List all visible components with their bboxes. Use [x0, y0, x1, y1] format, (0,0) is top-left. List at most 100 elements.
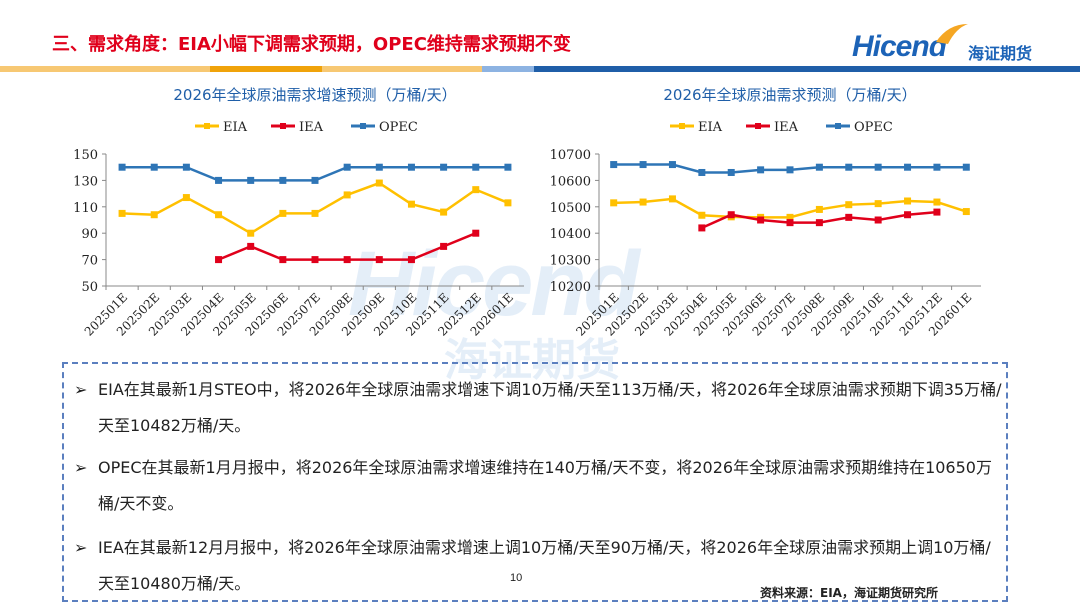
legend-marker	[679, 123, 685, 129]
header-band-yellow-left	[0, 66, 210, 72]
data-point-eia	[407, 200, 415, 208]
arrow-bullet-icon: ➢	[74, 380, 88, 399]
data-point-opec	[504, 163, 512, 171]
data-point-iea	[440, 242, 448, 250]
note-item-iea: ➢ IEA在其最新12月月报中，将2026年全球原油需求增速上调10万桶/天至9…	[74, 530, 1004, 602]
data-point-eia	[639, 198, 647, 206]
data-point-iea	[407, 256, 415, 264]
data-point-eia	[504, 199, 512, 207]
data-point-opec	[311, 176, 319, 184]
data-point-opec	[815, 163, 823, 171]
data-point-opec	[375, 163, 383, 171]
data-point-opec	[962, 163, 970, 171]
legend-label: IEA	[299, 120, 324, 135]
header-band-lightblue	[482, 66, 534, 72]
data-point-iea	[279, 256, 287, 264]
data-point-iea	[874, 216, 882, 224]
data-point-iea	[757, 216, 765, 224]
legend-label: OPEC	[854, 120, 893, 135]
chart-title: 2026年全球原油需求预测（万桶/天）	[663, 86, 916, 104]
y-tick-label: 10500	[550, 201, 591, 216]
data-point-opec	[247, 176, 255, 184]
source-note: 资料来源：EIA，海证期货研究所	[760, 586, 938, 600]
legend-marker	[835, 123, 841, 129]
data-point-eia	[247, 229, 255, 237]
note-text: IEA在其最新12月月报中，将2026年全球原油需求增速上调10万桶/天至90万…	[98, 538, 991, 593]
note-item-opec: ➢ OPEC在其最新1月月报中，将2026年全球原油需求增速维持在140万桶/天…	[74, 450, 1004, 522]
data-point-opec	[182, 163, 190, 171]
data-point-opec	[118, 163, 126, 171]
note-item-eia: ➢ EIA在其最新1月STEO中，将2026年全球原油需求增速下调10万桶/天至…	[74, 372, 1004, 444]
data-point-eia	[279, 209, 287, 217]
legend-marker	[280, 123, 286, 129]
legend-label: EIA	[698, 120, 723, 135]
y-tick-label: 10200	[550, 280, 591, 295]
logo-swoosh-icon	[936, 24, 968, 44]
note-text: OPEC在其最新1月月报中，将2026年全球原油需求增速维持在140万桶/天不变…	[98, 458, 992, 513]
data-point-eia	[118, 209, 126, 217]
data-point-eia	[343, 191, 351, 199]
data-point-opec	[279, 176, 287, 184]
data-point-opec	[757, 166, 765, 174]
data-point-eia	[786, 213, 794, 221]
data-point-eia	[904, 197, 912, 205]
y-tick-label: 110	[73, 201, 98, 216]
data-point-opec	[215, 176, 223, 184]
data-point-opec	[904, 163, 912, 171]
data-point-opec	[668, 161, 676, 169]
legend-label: OPEC	[379, 120, 418, 135]
data-point-opec	[407, 163, 415, 171]
data-point-iea	[698, 224, 706, 232]
y-tick-label: 150	[73, 148, 98, 163]
legend-label: EIA	[223, 120, 248, 135]
data-point-opec	[786, 166, 794, 174]
y-tick-label: 90	[81, 227, 98, 242]
data-point-opec	[933, 163, 941, 171]
notes-box: ➢ EIA在其最新1月STEO中，将2026年全球原油需求增速下调10万桶/天至…	[62, 362, 1008, 602]
data-point-eia	[962, 208, 970, 216]
page-number: 10	[510, 572, 523, 584]
series-line-eia	[122, 181, 509, 235]
data-point-eia	[440, 208, 448, 216]
note-text: EIA在其最新1月STEO中，将2026年全球原油需求增速下调10万桶/天至11…	[98, 380, 1002, 435]
series-line-iea	[218, 232, 477, 261]
data-point-eia	[698, 211, 706, 219]
y-tick-label: 70	[81, 254, 98, 269]
data-point-opec	[343, 163, 351, 171]
legend-marker	[204, 123, 210, 129]
data-point-opec	[698, 168, 706, 176]
page-title: 三、需求角度：EIA小幅下调需求预期，OPEC维持需求预期不变	[52, 34, 571, 55]
y-tick-label: 10300	[550, 254, 591, 269]
data-point-opec	[639, 161, 647, 169]
data-point-eia	[311, 209, 319, 217]
y-tick-label: 10400	[550, 227, 591, 242]
data-point-opec	[874, 163, 882, 171]
data-point-iea	[786, 219, 794, 227]
header-band-yellow	[322, 66, 482, 72]
chart-demand-total: 2026年全球原油需求预测（万桶/天） EIA IEA OPEC 10200 10300 1…	[550, 86, 981, 339]
data-point-eia	[472, 186, 480, 194]
y-tick-label: 130	[73, 174, 98, 189]
brand-logo: Hicend 海证期货	[852, 22, 1052, 66]
data-point-opec	[727, 168, 735, 176]
data-point-iea	[904, 211, 912, 219]
logo-chinese-name: 海证期货	[968, 44, 1033, 63]
data-point-opec	[440, 163, 448, 171]
data-point-opec	[150, 163, 158, 171]
data-point-iea	[343, 256, 351, 264]
data-point-iea	[727, 211, 735, 219]
arrow-bullet-icon: ➢	[74, 458, 88, 477]
data-point-iea	[311, 256, 319, 264]
data-point-iea	[375, 256, 383, 264]
data-point-opec	[472, 163, 480, 171]
y-tick-label: 50	[81, 280, 98, 295]
data-point-eia	[668, 195, 676, 203]
legend-marker	[755, 123, 761, 129]
data-point-eia	[815, 205, 823, 213]
header-band-blue	[534, 66, 1080, 72]
data-point-iea	[215, 256, 223, 264]
legend-label: IEA	[774, 120, 799, 135]
header-band-orange	[210, 66, 322, 72]
data-point-iea	[845, 213, 853, 221]
data-point-iea	[247, 242, 255, 250]
